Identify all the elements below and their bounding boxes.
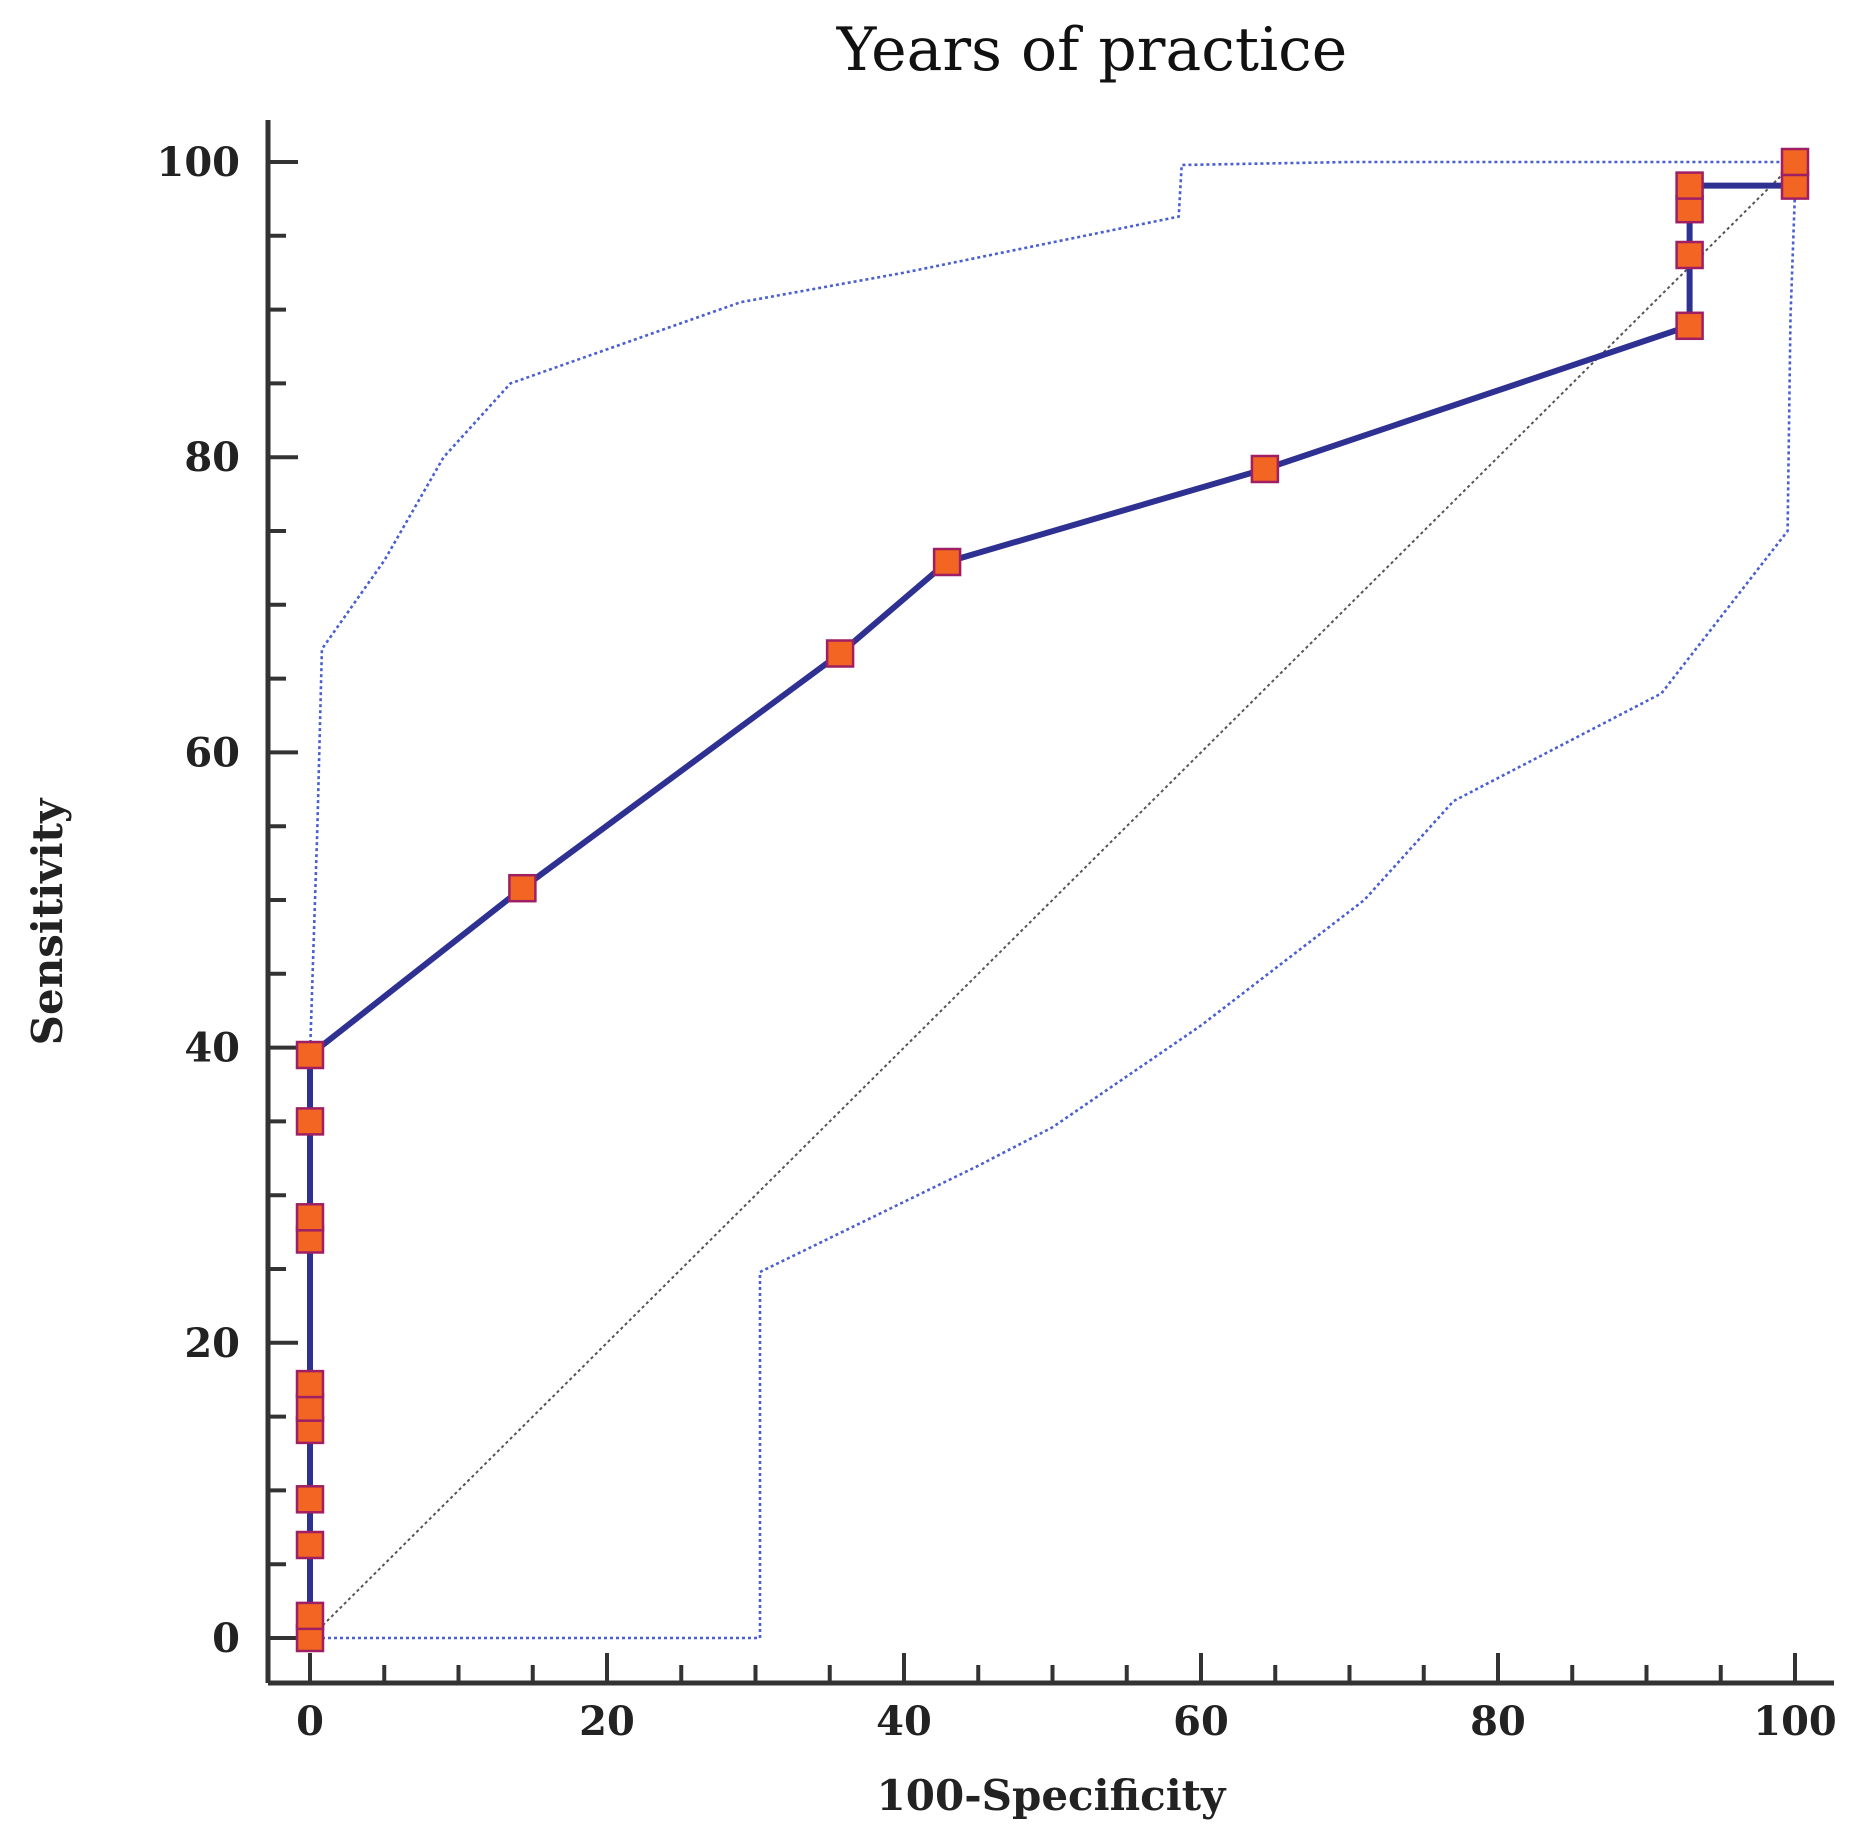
plot-area: [295, 147, 1810, 1653]
roc-point-marker: [1780, 147, 1810, 177]
roc-point-marker: [295, 1369, 325, 1399]
roc-point-marker: [295, 1393, 325, 1422]
roc-point-marker: [295, 1203, 325, 1232]
x-tick-label: 20: [579, 1698, 635, 1745]
x-tick-label: 0: [296, 1698, 324, 1745]
roc-point-marker: [295, 1485, 325, 1514]
axis-ticks: [268, 160, 1797, 1683]
lower-95-ci-line: [310, 191, 1797, 1640]
roc-point-marker: [295, 1530, 325, 1560]
x-tick-label: 40: [876, 1698, 932, 1745]
x-tick-label: 60: [1173, 1698, 1229, 1745]
y-tick-label: 100: [157, 139, 241, 186]
roc-point-marker: [932, 547, 962, 577]
x-tick-label: 80: [1470, 1698, 1526, 1745]
roc-point-marker: [295, 1040, 325, 1070]
roc-point-marker: [1675, 194, 1704, 224]
reference-line-line: [309, 161, 1796, 1639]
roc-point-marker: [508, 873, 537, 903]
roc-point-marker: [1675, 171, 1704, 200]
upper-95-ci-line: [308, 160, 1795, 1056]
x-tick-label: 100: [1753, 1698, 1837, 1745]
y-tick-label: 60: [184, 729, 240, 776]
roc-point-marker: [295, 1107, 325, 1136]
y-axis-label: Sensitivity: [23, 797, 72, 1045]
y-tick-label: 80: [184, 434, 240, 481]
roc-point-marker: [1675, 311, 1704, 341]
roc-point-marker: [1250, 454, 1280, 484]
roc-point-marker: [825, 639, 855, 668]
axis-tick-labels: 0 20 40 60 80 100 0 20 40 60 80 100: [157, 139, 1837, 1745]
chart-title: Years of practice: [836, 15, 1348, 85]
roc-point-marker: [1675, 240, 1704, 270]
y-tick-label: 40: [184, 1025, 240, 1072]
roc-point-marker: [1780, 171, 1810, 200]
y-tick-label: 0: [212, 1615, 240, 1662]
x-axis-label: 100-Specificity: [877, 1771, 1228, 1820]
roc-point-marker: [295, 1601, 325, 1631]
y-tick-label: 20: [184, 1320, 240, 1367]
